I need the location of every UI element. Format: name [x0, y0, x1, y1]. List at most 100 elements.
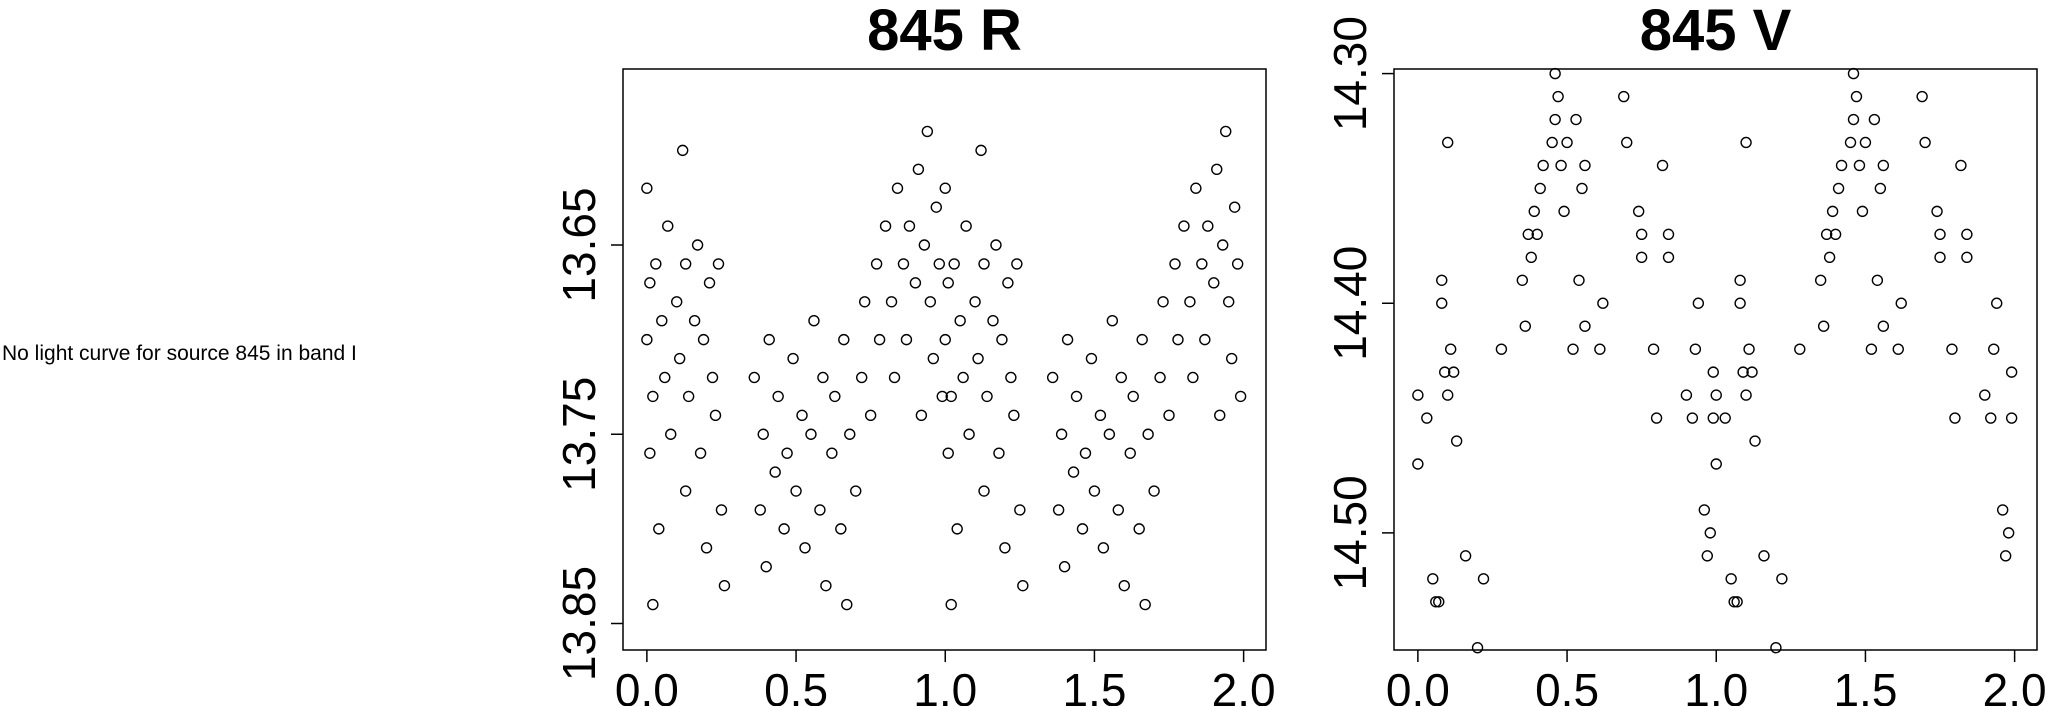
point [1070, 390, 1083, 403]
point [1579, 159, 1591, 172]
point [1934, 228, 1946, 241]
point [641, 333, 653, 346]
point [644, 277, 656, 289]
point [644, 447, 656, 459]
point [1758, 550, 1770, 562]
point [2005, 412, 2018, 424]
point [1011, 258, 1023, 270]
point [1528, 205, 1540, 218]
point [1522, 228, 1534, 241]
point [790, 485, 802, 497]
point [1546, 136, 1558, 149]
point [1692, 297, 1705, 309]
y-tick-label: 14.40 [1324, 246, 1376, 361]
point [1749, 435, 1761, 447]
point [1178, 220, 1190, 232]
point [748, 371, 760, 384]
point [921, 125, 934, 138]
point [1516, 274, 1529, 286]
x-tick-label: 1.0 [913, 664, 977, 706]
point [1919, 136, 1931, 149]
point [1621, 136, 1633, 149]
point [659, 371, 671, 384]
point [954, 315, 966, 327]
point [1190, 182, 1202, 194]
point [1058, 561, 1071, 573]
point [1555, 159, 1567, 172]
point [1740, 136, 1752, 149]
point [1558, 205, 1570, 218]
point [760, 561, 772, 573]
point [1163, 409, 1175, 422]
point [697, 333, 710, 346]
point [858, 296, 871, 308]
point [856, 371, 868, 384]
point [1835, 159, 1848, 172]
point [993, 447, 1005, 459]
point [1573, 274, 1585, 286]
point [1088, 485, 1101, 497]
point [679, 258, 692, 270]
point [948, 258, 960, 270]
x-tick-label: 2.0 [1983, 664, 2047, 706]
point [1439, 366, 1451, 378]
point [763, 333, 775, 346]
point [1832, 182, 1845, 195]
point [838, 333, 850, 346]
point [688, 315, 701, 327]
point [1459, 550, 1472, 562]
point [1698, 504, 1711, 516]
point [1686, 412, 1699, 424]
point [820, 579, 832, 592]
point [817, 371, 829, 384]
point [1826, 205, 1839, 218]
point [891, 182, 904, 194]
point [978, 485, 990, 497]
point [999, 542, 1011, 554]
point [1537, 159, 1549, 172]
point [1740, 389, 1752, 401]
point [1184, 296, 1196, 308]
point [650, 258, 662, 270]
point [1142, 428, 1154, 440]
point [850, 485, 862, 497]
point [1231, 258, 1244, 270]
point [757, 428, 769, 440]
point [694, 447, 707, 459]
x-tick-label: 2.0 [1212, 664, 1276, 706]
point [1844, 136, 1857, 149]
point [939, 333, 951, 346]
point [841, 598, 853, 611]
point [1618, 90, 1630, 103]
point [1734, 297, 1746, 309]
point [1576, 182, 1588, 195]
point [1635, 251, 1648, 264]
point [942, 447, 954, 459]
point [930, 201, 942, 213]
point [1874, 182, 1887, 195]
point [1531, 228, 1543, 241]
point [1916, 90, 1928, 103]
point [1996, 504, 2009, 516]
point [978, 258, 990, 270]
point [1052, 504, 1065, 516]
point [1647, 343, 1660, 355]
point [864, 409, 877, 422]
point [1427, 573, 1439, 585]
point [1430, 596, 1442, 608]
point [1055, 428, 1068, 440]
x-tick-label: 0.0 [615, 664, 679, 706]
point [1436, 274, 1448, 286]
point [933, 258, 945, 270]
point [1856, 205, 1869, 218]
point [897, 258, 910, 270]
point [996, 333, 1008, 346]
point [1220, 125, 1232, 138]
point [1895, 297, 1907, 309]
point [1208, 277, 1220, 289]
point [1008, 409, 1020, 422]
point [1985, 412, 1997, 424]
point [653, 523, 665, 535]
point [826, 447, 838, 459]
